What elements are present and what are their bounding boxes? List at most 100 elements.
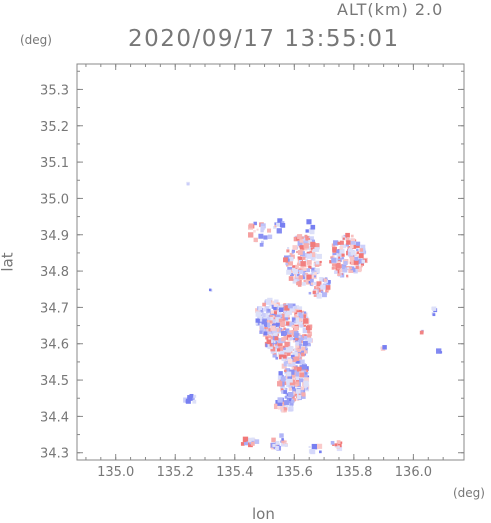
echo-pixel [288,364,292,367]
echo-pixel [296,395,302,400]
echo-pixel [309,229,315,235]
echo-cluster [283,234,322,287]
echo-pixel [306,279,312,285]
echo-pixel [349,256,355,262]
echo-pixel [314,271,317,275]
echo-pixel [283,347,286,351]
echo-pixel [286,381,292,388]
echo-pixel [273,316,277,320]
echo-pixel [306,260,312,265]
echo-pixel [339,240,344,245]
echo-pixel [281,221,285,224]
echo-pixel [311,443,318,450]
echo-pixel [263,313,269,319]
echo-pixel [284,305,290,311]
echo-pixel [300,324,304,328]
echo-pixel [258,233,264,239]
echo-pixel [274,445,279,451]
echo-pixel [281,337,286,342]
echo-pixel [305,316,309,320]
echo-pixel [286,309,292,316]
echo-pixel [240,442,245,446]
echo-pixel [271,437,276,443]
echo-pixel [356,248,359,252]
echo-pixel [309,273,312,276]
echo-pixel [283,408,287,413]
echo-pixel [312,248,316,253]
echo-pixel [275,440,280,445]
echo-pixel [265,322,270,327]
echo-pixel [290,406,294,410]
echo-pixel [256,228,259,231]
echo-pixel [280,384,285,389]
echo-cluster [431,306,438,317]
echo-pixel [292,385,295,388]
echo-pixel [251,437,255,441]
echo-pixel [277,405,281,409]
echo-pixel [287,266,293,273]
echo-pixel [263,331,268,336]
echo-pixel [313,281,317,285]
echo-pixel [350,241,356,247]
echo-pixel [297,322,303,328]
echo-pixel [275,321,281,326]
echo-pixel [315,243,320,248]
echo-pixel [287,317,290,320]
echo-pixel [439,351,443,354]
echo-pixel [284,341,290,348]
echo-pixel [319,276,324,282]
echo-cluster [240,436,260,448]
echo-pixel [346,240,351,245]
echo-pixel [316,293,322,299]
x-axis-title: lon [252,505,275,523]
echo-pixel [273,312,276,315]
echo-cluster [273,218,286,234]
echo-pixel [346,274,349,277]
echo-pixel [259,330,263,334]
x-axis-unit: (deg) [453,486,485,500]
echo-pixel [279,327,283,331]
echo-pixel [262,307,267,312]
echo-pixel [277,310,282,315]
echo-pixel [270,300,274,305]
echo-pixel [292,268,298,275]
echo-pixel [283,390,288,394]
echo-pixel [353,260,359,265]
echo-pixel [293,348,297,352]
echo-pixel [310,257,315,261]
echo-pixel [297,348,301,353]
echo-pixel [293,236,299,242]
echo-pixel [297,278,300,282]
echo-pixel [259,323,264,328]
echo-pixel [339,249,344,254]
echo-pixel [305,237,311,243]
y-tick-label: 35.2 [40,120,69,135]
echo-pixel [304,372,308,375]
echo-pixel [275,356,279,360]
echo-pixel [296,389,301,394]
echo-pixel [350,266,355,271]
echo-pixel [280,222,286,228]
echo-pixel [287,246,290,250]
echo-pixel [299,314,304,319]
echo-pixel [342,267,348,273]
echo-pixel [355,243,360,248]
echo-pixel [293,279,297,284]
echo-pixel [342,237,345,240]
echo-pixel [283,311,287,314]
echo-pixel [302,282,306,286]
echo-pixel [261,319,267,325]
echo-pixel [270,346,276,352]
echo-pixel [315,285,319,289]
echo-pixel [272,319,277,323]
echo-pixel [299,359,305,365]
echo-pixel [261,316,268,322]
echo-pixel [285,321,290,326]
echo-pixel [282,354,287,359]
echo-pixel [185,398,191,404]
echo-pixel [286,269,292,275]
echo-pixel [291,366,294,370]
echo-pixel [340,243,344,247]
echo-pixel [436,348,442,354]
echo-pixel [296,250,299,254]
